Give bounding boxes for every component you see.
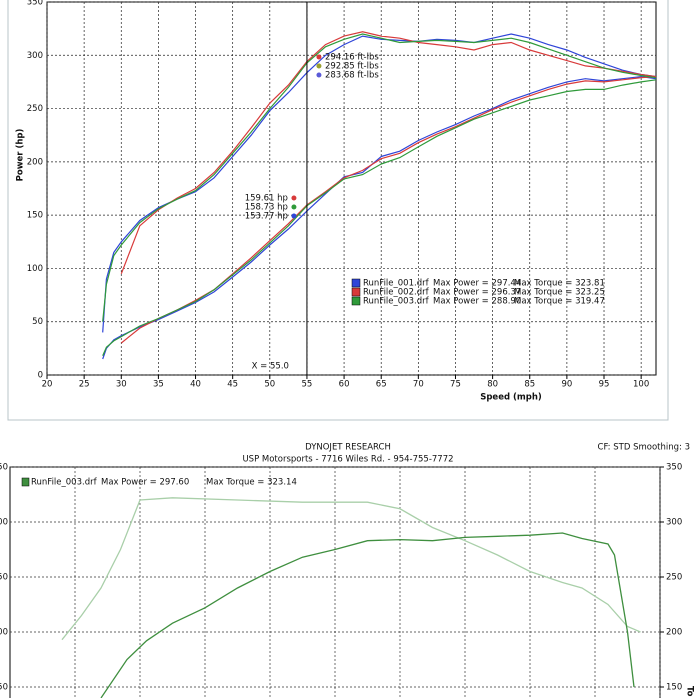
x-tick-label: 40: [190, 380, 201, 390]
series-line: [61, 497, 641, 641]
y-tick-label: 300: [0, 518, 8, 528]
chart-title: DYNOJET RESEARCH: [305, 443, 391, 453]
cursor-value-label: 292.85 ft-lbs: [325, 62, 379, 72]
cursor-dot: [291, 204, 297, 210]
y-tick-label: 300: [27, 51, 43, 61]
x-tick-label: 25: [79, 380, 90, 390]
x-tick-label: 55: [302, 380, 313, 390]
cursor-value-label: 159.61 hp: [245, 194, 288, 204]
cursor-value-label: 158.73 hp: [245, 203, 288, 213]
legend-swatch: [21, 477, 30, 487]
y-tick-label: 150: [0, 683, 8, 693]
power-line: [102, 79, 657, 357]
cursor-dot: [316, 72, 322, 78]
y-tick-label: 0: [38, 371, 43, 381]
legend-max-torque: Max Torque = 323.14: [206, 478, 297, 488]
legend-name: RunFile_002.drf: [363, 288, 430, 298]
x-tick-label: 100: [633, 380, 649, 390]
torque-line: [120, 31, 657, 275]
x-tick-label: 45: [227, 380, 238, 390]
x-tick-label: 80: [487, 380, 498, 390]
cursor-dot: [316, 54, 322, 60]
legend-max-power: Max Power = 297.60: [101, 478, 189, 488]
legend-max-torque: Max Torque = 323.25: [514, 288, 605, 298]
y2-tick-label: 250: [666, 573, 682, 583]
cursor-dot: [291, 213, 297, 219]
x-tick-label: 90: [561, 380, 572, 390]
cursor-value-label: 294.16 ft-lbs: [325, 53, 379, 63]
cursor-value-label: 283.68 ft-lbs: [325, 71, 379, 81]
x-tick-label: 95: [599, 380, 610, 390]
cursor-label: X = 55.0: [252, 362, 289, 372]
cursor-dot: [316, 63, 322, 69]
legend-max-power: Max Power = 296.37: [433, 288, 521, 298]
legend-max-torque: Max Torque = 319.47: [514, 297, 605, 307]
y2-axis-label: To: [685, 686, 695, 697]
plot-area: [46, 1, 657, 376]
x-tick-label: 30: [116, 380, 127, 390]
x-tick-label: 70: [413, 380, 424, 390]
series-line: [100, 532, 635, 698]
legend-name: RunFile_001.drf: [363, 279, 430, 289]
x-tick-label: 65: [376, 380, 387, 390]
x-axis-label: Speed (mph): [480, 393, 542, 403]
power-line: [102, 75, 657, 360]
x-tick-label: 50: [264, 380, 275, 390]
y2-tick-label: 200: [666, 628, 682, 638]
y-tick-label: 250: [0, 573, 8, 583]
legend-swatch: [351, 296, 361, 306]
torque-line: [102, 33, 657, 322]
cursor-dot: [291, 195, 297, 201]
y-tick-label: 150: [27, 211, 43, 221]
y-tick-label: 350: [0, 463, 8, 473]
y2-tick-label: 350: [666, 463, 682, 473]
y2-tick-label: 150: [666, 683, 682, 693]
x-tick-label: 75: [450, 380, 461, 390]
x-tick-label: 85: [524, 380, 535, 390]
legend-max-power: Max Power = 288.90: [433, 297, 521, 307]
y-tick-label: 100: [27, 264, 43, 274]
y-tick-label: 50: [32, 317, 43, 327]
y-tick-label: 350: [27, 0, 43, 8]
y2-tick-label: 300: [666, 518, 682, 528]
legend-swatch: [351, 287, 361, 297]
x-tick-label: 35: [153, 380, 164, 390]
legend-name: RunFile_003.drf: [31, 478, 98, 488]
legend-name: RunFile_003.drf: [363, 297, 430, 307]
legend-max-torque: Max Torque = 323.81: [514, 279, 605, 289]
y-tick-label: 250: [27, 104, 43, 114]
legend-swatch: [351, 278, 361, 288]
legend-max-power: Max Power = 297.44: [433, 279, 521, 289]
y-tick-label: 200: [27, 157, 43, 167]
chart-frame: [7, 0, 669, 421]
x-tick-label: 20: [42, 380, 53, 390]
x-tick-label: 60: [339, 380, 350, 390]
chart-subtitle: USP Motorsports - 7716 Wiles Rd. - 954-7…: [242, 455, 453, 465]
cursor-value-label: 153.77 hp: [245, 212, 288, 222]
y-tick-label: 200: [0, 628, 8, 638]
y-axis-label: Power (hp): [16, 129, 26, 182]
chart-note: CF: STD Smoothing: 3: [598, 443, 690, 453]
